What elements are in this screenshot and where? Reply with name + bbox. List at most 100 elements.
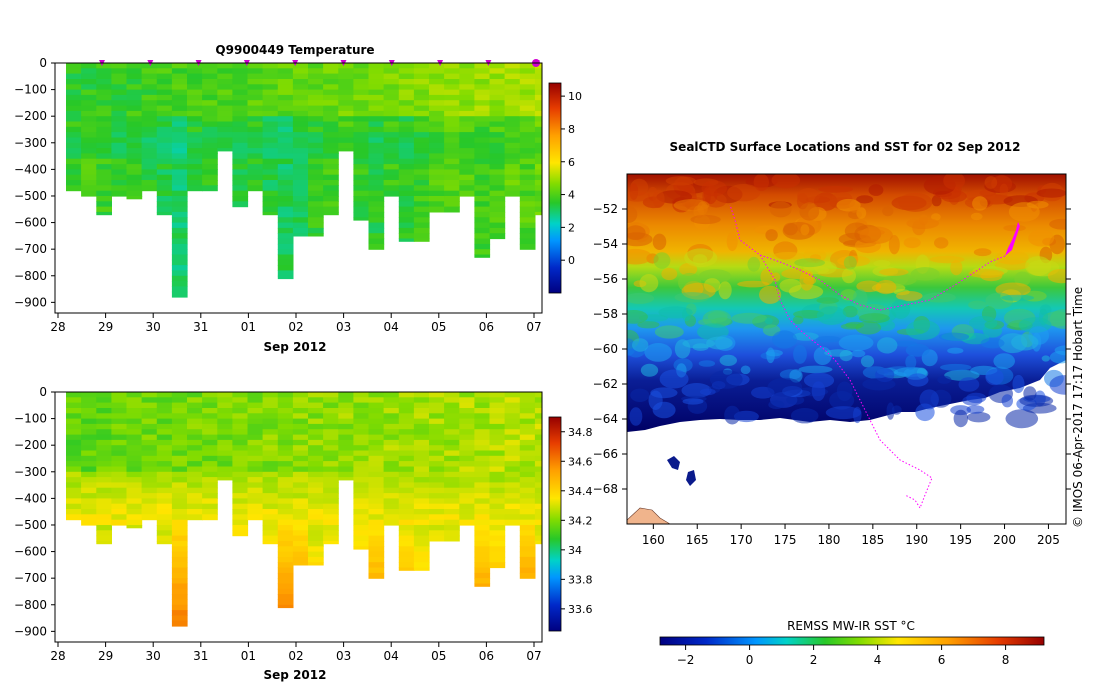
sst-blob xyxy=(984,176,998,189)
cell xyxy=(534,169,542,176)
sst-blob xyxy=(1049,218,1066,230)
cell xyxy=(459,84,475,91)
cell xyxy=(519,190,536,197)
cell xyxy=(504,429,521,436)
cell xyxy=(171,551,188,558)
cell xyxy=(519,116,536,123)
cell xyxy=(534,132,542,138)
cell xyxy=(353,174,370,181)
sst-blob xyxy=(627,292,655,304)
cell xyxy=(217,68,233,75)
cell xyxy=(429,439,445,446)
sst-blob xyxy=(888,235,900,255)
cell xyxy=(338,100,354,107)
colorbar-tick-label: 33.6 xyxy=(568,603,593,616)
cell xyxy=(232,429,249,436)
cell xyxy=(141,174,158,181)
sst-blob xyxy=(910,267,940,281)
cell xyxy=(292,148,309,154)
cell xyxy=(489,100,506,107)
cell xyxy=(232,196,249,202)
cell xyxy=(459,509,475,515)
cell xyxy=(429,164,445,170)
cell xyxy=(232,509,249,515)
cell xyxy=(368,397,385,404)
cell xyxy=(277,265,294,271)
cell xyxy=(444,461,460,467)
cell xyxy=(156,434,173,441)
cell xyxy=(202,514,218,521)
cell xyxy=(292,461,309,467)
cell xyxy=(66,482,82,489)
cell xyxy=(383,68,400,75)
cell xyxy=(96,413,112,420)
cell xyxy=(368,63,385,69)
cell xyxy=(429,94,445,101)
cell xyxy=(156,201,173,208)
cell xyxy=(474,126,491,133)
cell xyxy=(519,429,536,436)
sst-blob xyxy=(790,408,819,424)
cell xyxy=(202,169,218,176)
cell xyxy=(111,487,128,494)
cell xyxy=(308,63,324,69)
map-title: SealCTD Surface Locations and SST for 02… xyxy=(670,140,1021,154)
cell xyxy=(171,73,188,80)
cell xyxy=(368,439,385,446)
map-x-tick-label: 190 xyxy=(905,533,928,547)
cell xyxy=(308,137,324,144)
cell xyxy=(489,408,506,414)
cell xyxy=(171,423,188,430)
cell xyxy=(444,73,460,80)
cell xyxy=(217,132,233,138)
cell xyxy=(398,567,415,571)
cell xyxy=(217,63,233,69)
cell xyxy=(187,164,203,170)
y-tick-label: −400 xyxy=(14,162,47,176)
cell xyxy=(187,471,203,478)
sst-blob xyxy=(798,365,833,374)
cell xyxy=(489,519,506,526)
cell xyxy=(444,100,460,107)
cell xyxy=(292,535,309,542)
cell xyxy=(474,578,491,585)
cell xyxy=(247,402,264,409)
cell xyxy=(534,450,542,457)
cell xyxy=(474,105,491,112)
cell xyxy=(504,137,521,144)
sst-blob xyxy=(731,312,768,324)
cell xyxy=(489,105,506,112)
colorbar-tick-label: 6 xyxy=(568,156,575,169)
cell xyxy=(232,68,249,75)
cell xyxy=(413,185,430,192)
cell xyxy=(534,477,542,483)
sst-map xyxy=(627,174,1066,524)
cell xyxy=(292,158,309,165)
cell xyxy=(308,217,324,224)
x-tick-label: 06 xyxy=(479,320,494,334)
cell xyxy=(111,79,128,85)
cell xyxy=(353,392,370,398)
cell xyxy=(292,217,309,224)
cell xyxy=(171,572,188,579)
map-y-tick-label: −52 xyxy=(593,202,618,216)
cell xyxy=(292,211,309,218)
cell xyxy=(156,84,173,91)
cell xyxy=(111,503,128,510)
cell xyxy=(156,73,173,80)
cell xyxy=(277,418,294,425)
cell xyxy=(232,190,249,197)
cell xyxy=(217,89,233,96)
cell xyxy=(171,546,188,553)
cell xyxy=(292,408,309,414)
cell xyxy=(444,509,460,515)
cell xyxy=(217,471,233,478)
cell xyxy=(429,79,445,85)
cell xyxy=(308,540,324,547)
cell xyxy=(247,174,264,181)
cell xyxy=(489,493,506,499)
cell xyxy=(262,423,279,430)
cell xyxy=(398,397,415,404)
cell xyxy=(353,153,370,160)
cell xyxy=(247,137,264,144)
